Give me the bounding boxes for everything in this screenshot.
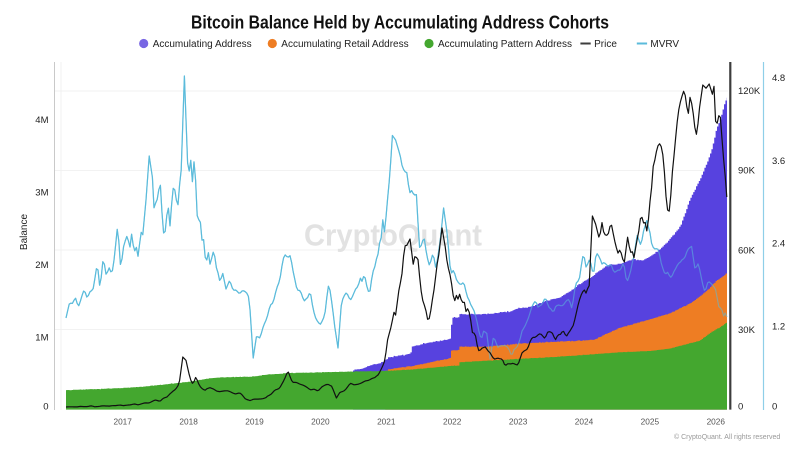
svg-text:3M: 3M: [35, 188, 48, 199]
svg-text:CryptoQuant: CryptoQuant: [304, 218, 482, 253]
svg-text:30K: 30K: [738, 325, 756, 336]
svg-text:2017: 2017: [113, 417, 132, 427]
svg-text:90K: 90K: [738, 166, 756, 177]
svg-text:2026: 2026: [707, 417, 726, 427]
svg-text:© CryptoQuant. All rights rese: © CryptoQuant. All rights reserved: [674, 433, 780, 441]
svg-text:2018: 2018: [179, 417, 198, 427]
svg-text:2022: 2022: [443, 417, 462, 427]
svg-text:120K: 120K: [738, 86, 761, 97]
svg-text:0: 0: [772, 402, 777, 413]
svg-text:2024: 2024: [575, 417, 594, 427]
svg-text:Price: Price: [594, 39, 617, 50]
svg-text:0: 0: [43, 402, 48, 413]
svg-text:Accumulating Pattern Address: Accumulating Pattern Address: [438, 39, 572, 50]
svg-text:2M: 2M: [35, 260, 48, 271]
svg-text:0: 0: [738, 402, 743, 413]
svg-text:Balance: Balance: [19, 213, 30, 250]
svg-text:2021: 2021: [377, 417, 396, 427]
svg-text:2.4: 2.4: [772, 239, 785, 250]
svg-text:4.8: 4.8: [772, 73, 785, 84]
svg-text:2019: 2019: [245, 417, 264, 427]
svg-text:Bitcoin Balance Held by Accumu: Bitcoin Balance Held by Accumulating Add…: [191, 13, 609, 33]
svg-text:3.6: 3.6: [772, 156, 785, 167]
svg-text:2023: 2023: [509, 417, 528, 427]
svg-text:2025: 2025: [641, 417, 660, 427]
svg-text:Accumulating Address: Accumulating Address: [153, 39, 252, 50]
svg-text:Accumulating Retail Address: Accumulating Retail Address: [281, 39, 408, 50]
svg-text:1M: 1M: [35, 332, 48, 343]
svg-text:60K: 60K: [738, 245, 756, 256]
svg-text:2020: 2020: [311, 417, 330, 427]
svg-text:1.2: 1.2: [772, 322, 785, 333]
svg-text:4M: 4M: [35, 115, 48, 126]
svg-text:MVRV: MVRV: [650, 39, 679, 50]
